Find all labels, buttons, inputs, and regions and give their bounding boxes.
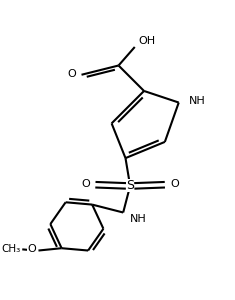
Text: NH: NH (130, 214, 147, 224)
Text: O: O (82, 178, 90, 189)
Text: O: O (67, 69, 76, 79)
Text: CH₃: CH₃ (2, 244, 21, 254)
Text: NH: NH (189, 96, 206, 106)
Text: S: S (126, 179, 134, 192)
Text: OH: OH (138, 36, 155, 46)
Text: O: O (170, 178, 179, 189)
Text: O: O (27, 244, 36, 254)
